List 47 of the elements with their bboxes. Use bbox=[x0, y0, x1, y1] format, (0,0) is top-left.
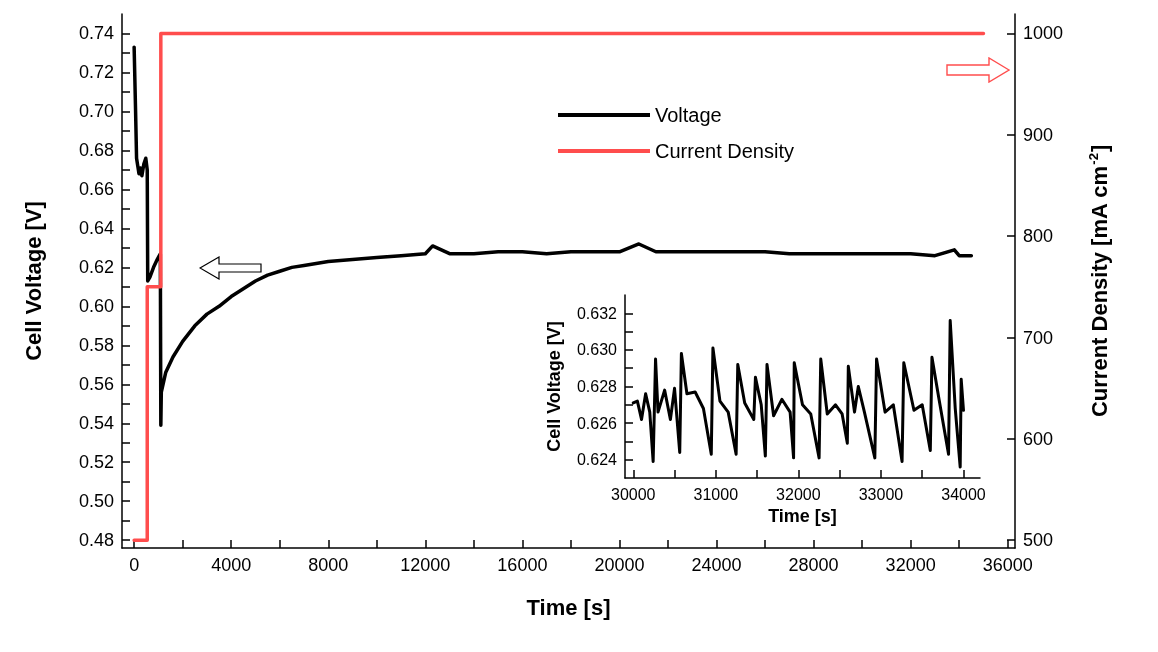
y-tick-label: 0.66 bbox=[78, 179, 114, 200]
y-tick-label: 0.62 bbox=[78, 257, 114, 278]
y-tick-label: 0.60 bbox=[78, 296, 114, 317]
x-tick-label: 16000 bbox=[497, 555, 548, 575]
y-tick-label: 0.624 bbox=[576, 451, 618, 469]
legend-label: Voltage bbox=[655, 104, 722, 126]
y-axis-title: Cell Voltage [V] bbox=[20, 201, 46, 361]
y-axis-title: Cell Voltage [V] bbox=[544, 321, 564, 452]
x-tick-label: 28000 bbox=[788, 555, 839, 575]
y2-tick-label: 800 bbox=[1023, 226, 1054, 247]
y-tick-label: 0.50 bbox=[78, 491, 114, 512]
y-tick-label: 0.56 bbox=[78, 374, 114, 395]
x-tick-label: 30000 bbox=[611, 485, 656, 503]
y-tick-label: 0.58 bbox=[78, 335, 114, 356]
x-tick-label: 0 bbox=[129, 555, 140, 575]
y2-tick-label: 700 bbox=[1023, 327, 1054, 348]
y-tick-label: 0.54 bbox=[78, 413, 114, 434]
x-tick-label: 4000 bbox=[211, 555, 252, 575]
y-tick-label: 0.68 bbox=[78, 140, 114, 161]
y-tick-label: 0.632 bbox=[576, 304, 618, 322]
x-tick-label: 8000 bbox=[308, 555, 349, 575]
x-tick-label: 32000 bbox=[776, 485, 821, 503]
y-tick-label: 0.48 bbox=[78, 530, 114, 551]
y-tick-label: 0.64 bbox=[78, 218, 114, 239]
y-tick-label: 0.630 bbox=[576, 341, 618, 359]
x-tick-label: 12000 bbox=[400, 555, 451, 575]
y2-axis-title: Current Density [mA cm-2] bbox=[1086, 144, 1112, 418]
y2-tick-label: 900 bbox=[1023, 124, 1054, 145]
y-tick-label: 0.628 bbox=[576, 378, 618, 395]
y-tick-label: 0.74 bbox=[78, 23, 114, 44]
x-tick-label: 24000 bbox=[691, 555, 742, 575]
x-tick-label: 20000 bbox=[594, 555, 645, 575]
x-tick-label: 32000 bbox=[885, 555, 936, 575]
x-axis-title: Time [s] bbox=[526, 594, 611, 620]
y-tick-label: 0.70 bbox=[78, 101, 114, 122]
x-tick-label: 34000 bbox=[941, 485, 986, 503]
y2-tick-label: 600 bbox=[1023, 428, 1054, 449]
y-tick-label: 0.52 bbox=[78, 452, 114, 473]
x-tick-label: 31000 bbox=[693, 485, 739, 503]
y-tick-label: 0.626 bbox=[576, 414, 618, 432]
x-axis-title: Time [s] bbox=[768, 505, 837, 526]
x-tick-label: 33000 bbox=[858, 485, 904, 503]
y2-tick-label: 1000 bbox=[1023, 23, 1064, 44]
legend-label: Current Density bbox=[655, 140, 794, 162]
y-tick-label: 0.72 bbox=[78, 62, 114, 83]
y2-tick-label: 500 bbox=[1023, 530, 1054, 551]
x-tick-label: 36000 bbox=[982, 555, 1033, 575]
